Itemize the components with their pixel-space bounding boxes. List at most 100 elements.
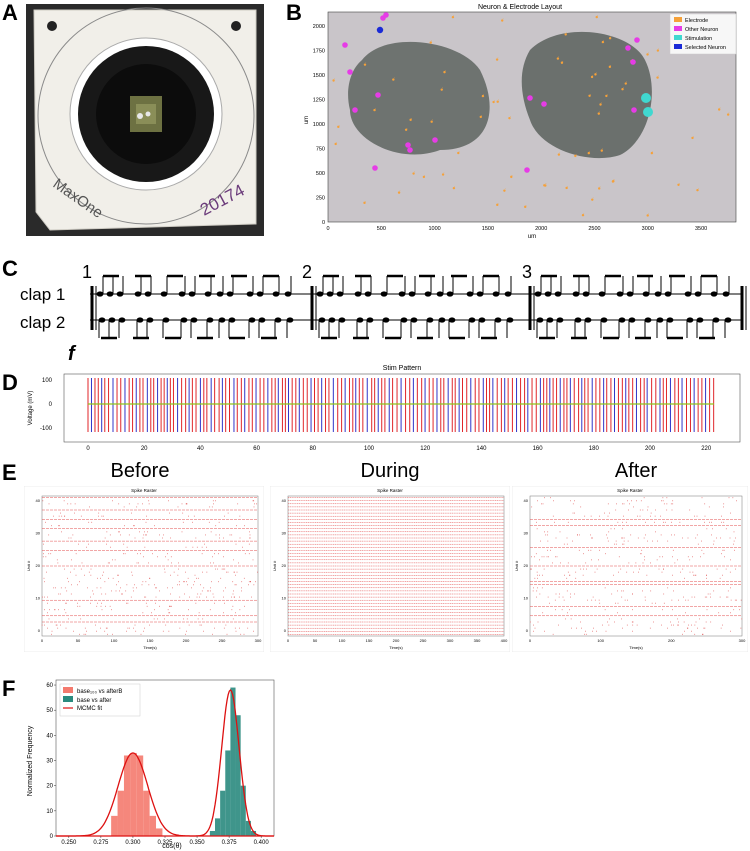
raster-ytick: 0 [284, 628, 287, 633]
raster-xtick: 150 [147, 638, 154, 643]
electrode-point: · [497, 201, 499, 207]
stim-xtick: 220 [701, 446, 712, 452]
spike-row [68, 537, 251, 539]
electrode-point: · [494, 98, 496, 104]
raster-title: Spike Raster [617, 488, 643, 493]
score-section-3: 3 [522, 262, 532, 282]
spike-row [549, 602, 665, 604]
electrode-point: · [613, 177, 615, 183]
electrode-point: · [719, 106, 721, 112]
spike-row [43, 553, 250, 555]
spike-row [552, 633, 704, 635]
chip-photo: MaxOne 20174 [26, 4, 264, 236]
electrode-point [479, 115, 482, 119]
clap2-note [546, 317, 554, 323]
raster-xtick: 300 [739, 638, 746, 643]
electrode-point [422, 175, 426, 179]
electrode-point: · [458, 149, 460, 155]
electrode-point: · [648, 50, 650, 56]
spike-row [535, 553, 722, 555]
stim-xtick: 140 [476, 446, 487, 452]
spike-row [43, 577, 245, 579]
hist-xtick: 0.400 [254, 840, 270, 846]
panel-label-e: E [2, 460, 17, 485]
hist-bar [250, 830, 257, 836]
spike-row [48, 534, 251, 536]
raster-ylabel: Unit # [514, 560, 519, 571]
clap1-note [272, 291, 280, 297]
electrode-point: · [652, 149, 654, 155]
panel-label-c: C [2, 256, 18, 281]
raster-xtick: 350 [474, 638, 481, 643]
spike-row [44, 609, 241, 611]
spike-row [46, 571, 258, 573]
raster-xtick: 100 [111, 638, 118, 643]
raster-xtick: 50 [76, 638, 81, 643]
clap1-note [326, 291, 334, 297]
other-neuron-point [625, 45, 631, 51]
spike-row [554, 599, 742, 601]
raster-heading-after: After [614, 460, 658, 482]
clap2-note [656, 317, 664, 323]
layout-plot-title: Neuron & Electrode Layout [478, 4, 562, 11]
stim-xtick: 0 [86, 446, 90, 452]
electrode-point [409, 118, 412, 122]
stimulation-point [641, 93, 651, 103]
raster-xtick: 50 [313, 638, 318, 643]
spike-row [56, 559, 254, 561]
electrode-point: · [504, 187, 506, 193]
stim-xtick: 160 [533, 446, 544, 452]
mcmc-fit-curve [56, 752, 274, 837]
electrode-point [574, 154, 577, 158]
electrode-point: · [511, 173, 513, 179]
electrode-point: · [411, 116, 413, 122]
spike-row [48, 618, 234, 620]
spike-row [536, 571, 731, 573]
spike-row [536, 521, 725, 523]
spike-row [565, 618, 743, 620]
layout-xtick: 1500 [482, 226, 494, 232]
electrode-point [457, 151, 460, 155]
stim-xtick: 180 [589, 446, 600, 452]
layout-ylabel: um [304, 116, 310, 124]
hist-ytick: 10 [46, 809, 53, 815]
clap1-note [492, 291, 500, 297]
hist-bar [230, 687, 236, 836]
clap1-note [626, 291, 634, 297]
clap1-note [398, 291, 406, 297]
legend-mcmc: MCMC fit [77, 706, 102, 712]
clap1-note [476, 291, 484, 297]
electrode-point: · [592, 73, 594, 79]
electrode-point [524, 205, 527, 209]
clap1-note [694, 291, 702, 297]
electrode-point: · [509, 114, 511, 120]
clap2-note [712, 317, 720, 323]
raster-ytick: 20 [282, 563, 287, 568]
culture-blob-left [348, 41, 490, 155]
electrode-point: · [483, 92, 485, 98]
electrode-point: · [544, 181, 546, 187]
clap2-note [258, 317, 266, 323]
other-neuron-point [405, 142, 411, 148]
clap-score: 1 2 3 clap 1 clap 2 f [20, 262, 747, 365]
clap2-note [190, 317, 198, 323]
electrode-point [510, 175, 513, 179]
spike-row [53, 515, 241, 517]
clap2-note [274, 317, 282, 323]
electrode-point: · [601, 100, 603, 106]
layout-x-ticks: 0 500 1000 1500 2000 2500 3000 3500 [326, 226, 707, 232]
electrode-point: · [658, 74, 660, 80]
spike-row [532, 590, 729, 592]
clap2-note [248, 317, 256, 323]
electrode-point: · [592, 196, 594, 202]
clap1-note [642, 291, 650, 297]
raster-xtick: 250 [219, 638, 226, 643]
hist-ytick: 30 [46, 759, 53, 765]
electrode-point [677, 183, 680, 186]
electrode-point [717, 108, 721, 111]
electrode-point: · [442, 86, 444, 92]
electrode-point [334, 142, 337, 146]
clap1-note [616, 291, 624, 297]
